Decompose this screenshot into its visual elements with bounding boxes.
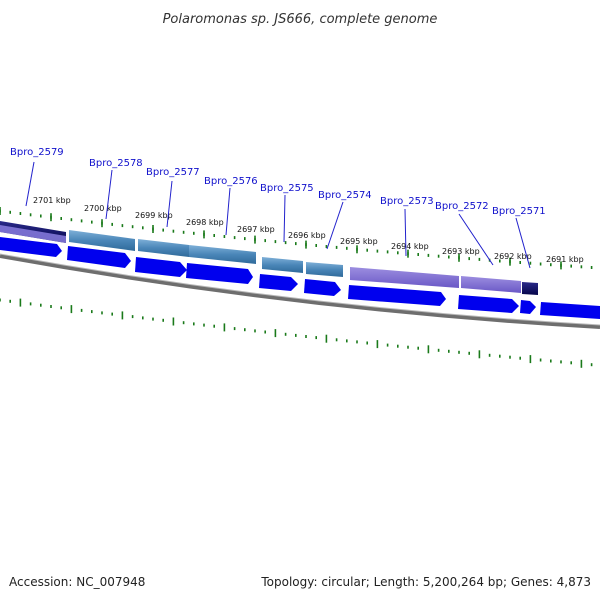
gene-label-bpro-2577[interactable]: Bpro_2577 [146,167,200,178]
map-title: Polaromonas sp. JS666, complete genome [163,12,438,27]
kbp-label: 2698 kbp [186,218,224,227]
cds-arrow[interactable] [520,300,536,314]
gene-block-bpro-2571[interactable] [522,282,538,295]
gene-block-bpro-2579-tail [0,225,66,243]
cds-arrow[interactable] [458,295,519,313]
leader-line [105,169,113,220]
genome-backbone-highlight [0,253,600,326]
gene-leaders [25,161,531,269]
genome-backbone [0,254,600,329]
tick-track [0,207,593,270]
kbp-label: 2694 kbp [391,242,429,251]
gene-block-bpro-2574[interactable] [306,262,343,277]
kbp-label: 2697 kbp [237,225,275,234]
leader-line [283,194,286,243]
gene-block-bpro-2575[interactable] [262,257,303,273]
gene-block-bpro-2578[interactable] [69,230,135,251]
accession-text: Accession: NC_007948 [9,575,145,589]
gene-label-bpro-2574[interactable]: Bpro_2574 [318,190,372,201]
gene-block-bpro-2573[interactable] [350,267,459,288]
gene-label-bpro-2578[interactable]: Bpro_2578 [89,158,143,169]
cds-arrow[interactable] [304,279,341,296]
leader-line [458,213,494,266]
kbp-label: 2691 kbp [546,255,584,264]
kbp-label: 2696 kbp [288,231,326,240]
gene-block-bpro-2577[interactable] [138,239,189,257]
gene-block-bpro-2572[interactable] [461,276,521,293]
cds-arrow[interactable] [540,302,600,319]
gene-label-bpro-2576[interactable]: Bpro_2576 [204,176,258,187]
gene-label-bpro-2575[interactable]: Bpro_2575 [260,183,314,194]
cds-arrow[interactable] [135,257,187,277]
kbp-labels: 2701 kbp 2700 kbp 2699 kbp 2698 kbp 2697… [33,196,584,264]
cds-arrows [0,237,600,319]
gene-label-bpro-2571[interactable]: Bpro_2571 [492,206,546,217]
gene-label-bpro-2579[interactable]: Bpro_2579 [10,147,64,158]
kbp-label: 2701 kbp [33,196,71,205]
leader-line [515,217,531,269]
gene-blocks [0,221,538,295]
gene-labels: Bpro_2579 Bpro_2578 Bpro_2577 Bpro_2576 … [10,147,546,217]
cds-arrow[interactable] [259,274,298,291]
kbp-label: 2695 kbp [340,237,378,246]
kbp-label: 2693 kbp [442,247,480,256]
cds-arrow[interactable] [67,246,131,268]
cds-arrow[interactable] [0,237,62,257]
cds-arrow[interactable] [186,263,253,284]
leader-line [326,201,344,250]
cds-arrow[interactable] [348,285,446,306]
kbp-label: 2700 kbp [84,204,122,213]
gene-label-bpro-2573[interactable]: Bpro_2573 [380,196,434,207]
leader-line [404,208,407,257]
leader-line [225,187,231,236]
gene-label-bpro-2572[interactable]: Bpro_2572 [435,201,489,212]
leader-line [25,161,35,207]
kbp-label: 2692 kbp [494,252,532,261]
gene-block-bpro-2576[interactable] [189,245,256,264]
leader-line [166,180,173,228]
major-ticks [0,207,562,270]
kbp-label: 2699 kbp [135,211,173,220]
inner-tick-track [0,298,593,368]
genome-summary-text: Topology: circular; Length: 5,200,264 bp… [260,575,591,589]
